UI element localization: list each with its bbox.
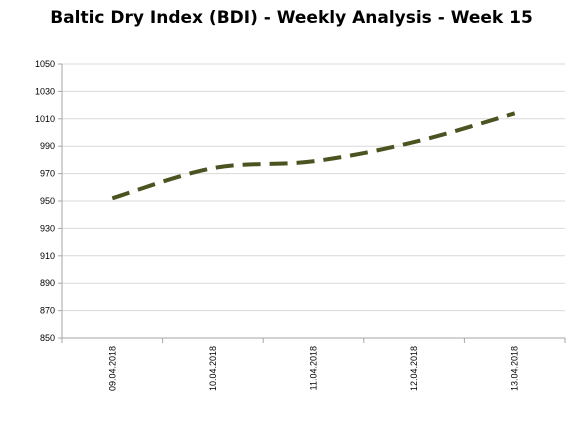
y-axis-ticks: 850 870 890 910 930 950 970 990 1010 1030 1050 xyxy=(35,59,62,343)
y-tick-label: 890 xyxy=(40,278,55,288)
gridlines xyxy=(62,63,565,312)
x-tick-label: 11.04.2018 xyxy=(309,346,319,390)
y-tick-label: 1010 xyxy=(35,114,55,124)
x-axis-ticks: 09.04.2018 10.04.2018 11.04.2018 12.04.2018… xyxy=(61,338,566,391)
series-line xyxy=(111,111,516,201)
y-tick-label: 970 xyxy=(40,169,55,179)
y-tick-label: 910 xyxy=(40,251,55,261)
y-tick-label: 950 xyxy=(40,196,55,206)
x-tick-label: 10.04.2018 xyxy=(208,346,218,391)
y-tick-label: 990 xyxy=(40,141,55,151)
y-tick-label: 870 xyxy=(40,306,55,316)
y-tick-label: 930 xyxy=(40,223,55,233)
y-tick-label: 850 xyxy=(40,333,55,343)
x-tick-label: 13.04.2018 xyxy=(510,346,520,391)
y-tick-label: 1030 xyxy=(35,86,55,96)
series-lines xyxy=(111,111,516,201)
x-tick-label: 12.04.2018 xyxy=(409,346,419,391)
chart-title: Baltic Dry Index (BDI) - Weekly Analysis… xyxy=(50,8,533,28)
x-tick-label: 09.04.2018 xyxy=(107,346,117,391)
y-tick-label: 1050 xyxy=(35,59,55,69)
